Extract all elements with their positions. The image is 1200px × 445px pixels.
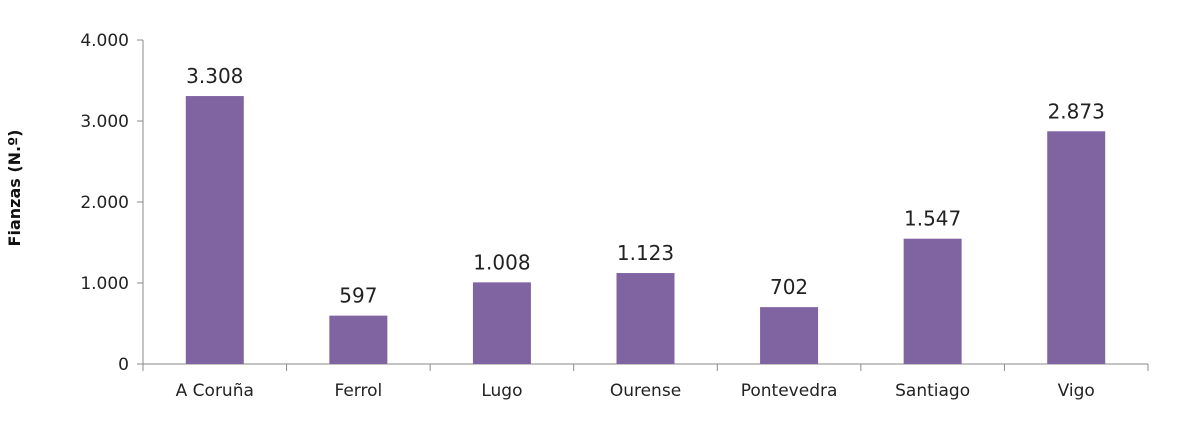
bar <box>1047 131 1106 364</box>
category-labels-group: A Coruña Ferrol Lugo Ourense Pontevedra Santi… <box>176 381 1095 401</box>
data-label: 1.547 <box>904 207 961 231</box>
bar <box>903 238 962 364</box>
y-tick-label: 2.000 <box>80 193 129 213</box>
x-category-label: Santiago <box>895 381 970 401</box>
data-label: 597 <box>339 284 377 308</box>
y-axis-title: Fianzas (N.º) <box>5 130 24 247</box>
x-category-label: Lugo <box>481 381 522 401</box>
data-labels-group: 3.308 597 1.008 1.123 702 1.547 2.873 <box>186 64 1105 308</box>
x-category-label: Ferrol <box>334 381 382 401</box>
x-category-label: Ourense <box>610 381 681 401</box>
bars-group <box>185 96 1106 364</box>
x-category-label: A Coruña <box>176 381 254 401</box>
data-label: 1.008 <box>473 250 530 274</box>
x-category-label: Vigo <box>1058 381 1095 401</box>
data-label: 1.123 <box>617 241 674 265</box>
bar <box>472 282 531 364</box>
y-tick-label: 0 <box>118 355 129 375</box>
bar <box>185 96 244 364</box>
x-category-label: Pontevedra <box>741 381 838 401</box>
bar <box>760 307 819 364</box>
y-tick-label: 1.000 <box>80 274 129 294</box>
x-axis-ticks <box>142 364 1149 371</box>
y-tick-label: 3.000 <box>80 112 129 132</box>
data-label: 3.308 <box>186 64 243 88</box>
y-tick-label: 4.000 <box>80 31 129 51</box>
data-label: 702 <box>770 275 808 299</box>
data-label: 2.873 <box>1048 99 1105 123</box>
bar <box>329 315 388 364</box>
y-axis-ticks: 0 1.000 2.000 3.000 4.000 <box>80 31 143 375</box>
bar <box>616 273 675 364</box>
